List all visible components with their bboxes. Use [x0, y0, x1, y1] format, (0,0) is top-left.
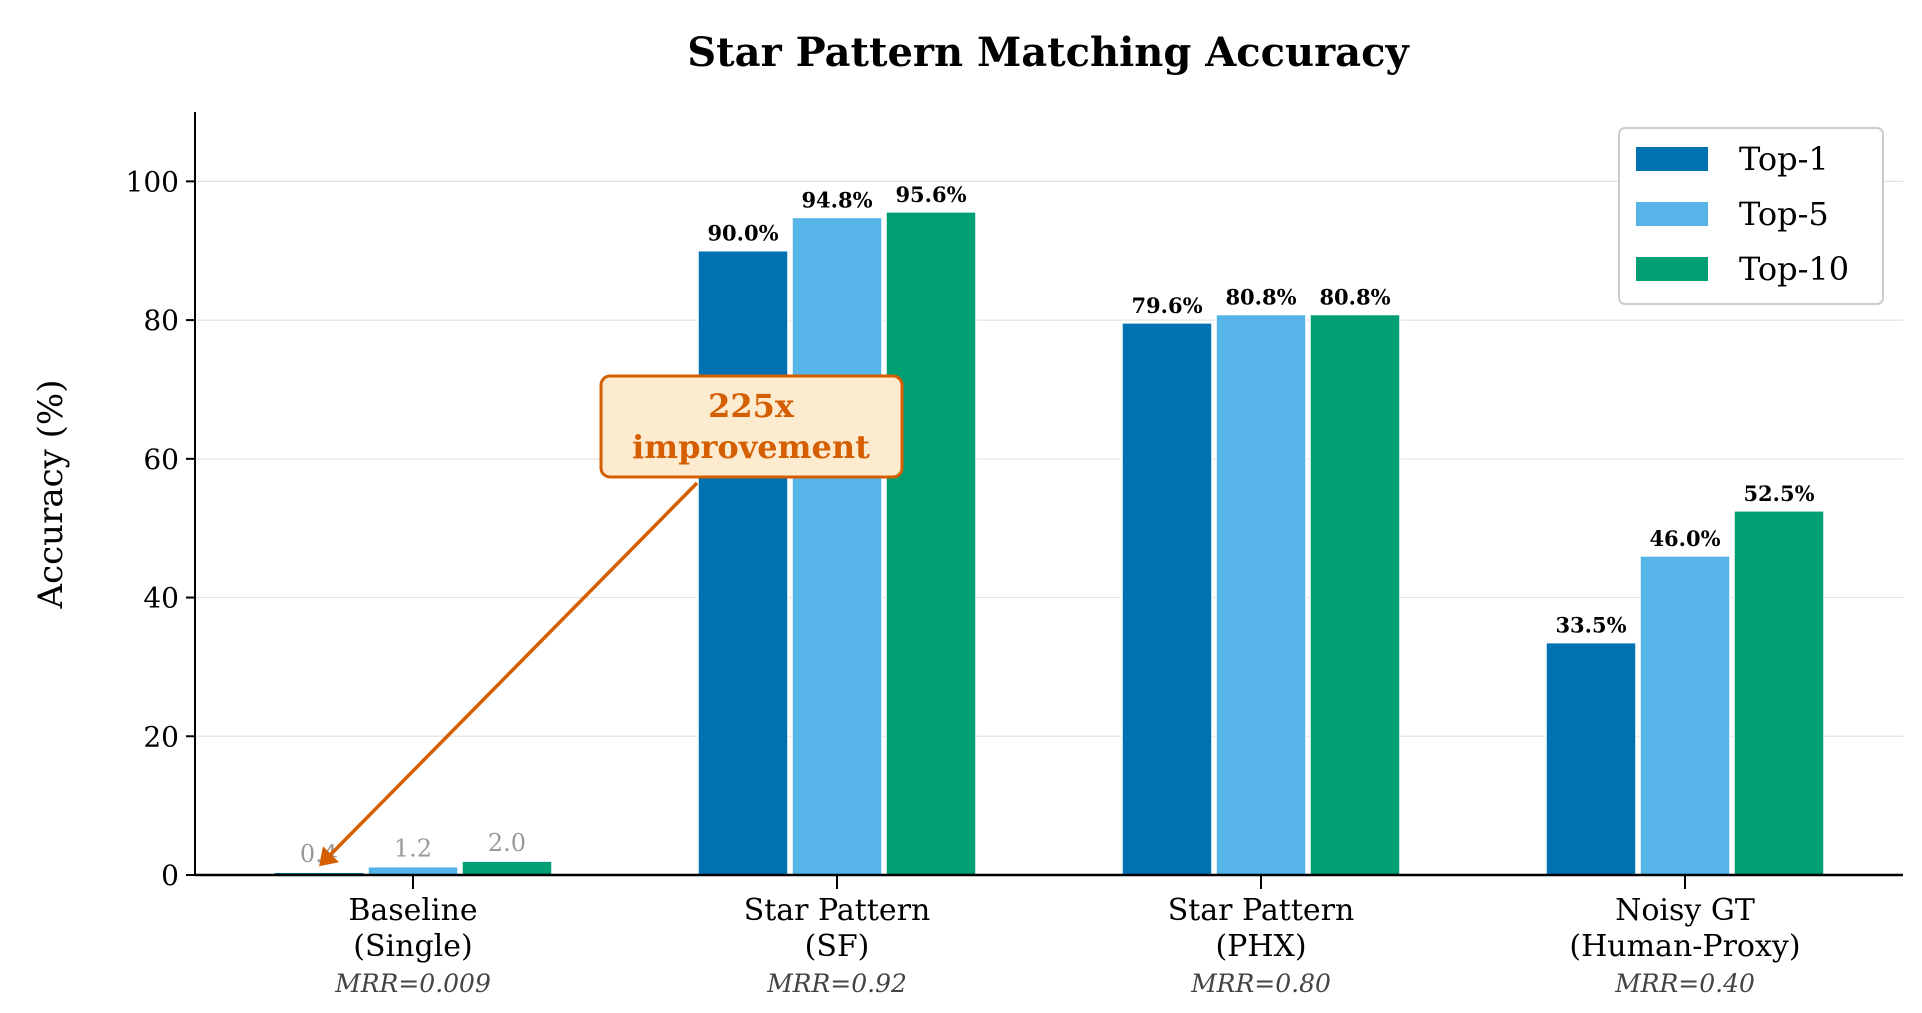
bar-value-label: 33.5%: [1555, 613, 1626, 638]
y-tick-label: 60: [143, 443, 179, 476]
annotation-text-line1: 225x: [708, 387, 795, 425]
bar-value-label: 52.5%: [1743, 481, 1814, 506]
legend-swatch: [1636, 257, 1708, 281]
x-tick-label-line1: Baseline: [348, 893, 477, 928]
bar-value-label: 94.8%: [801, 187, 872, 212]
x-tick-label-line1: Star Pattern: [744, 893, 931, 928]
x-tick-label-line2: (Human-Proxy): [1569, 929, 1800, 964]
x-tick-label-line2: (SF): [805, 929, 870, 964]
y-tick-label: 20: [143, 720, 179, 753]
x-tick-label-line1: Noisy GT: [1615, 893, 1755, 928]
arrow-head-icon: [319, 846, 339, 867]
x-tick-label-line2: (Single): [353, 929, 472, 964]
legend-label: Top-5: [1739, 195, 1829, 233]
x-tick-label-line2: (PHX): [1215, 929, 1306, 964]
bar-value-label: 80.8%: [1319, 285, 1390, 310]
bar-value-label: 95.6%: [895, 182, 966, 207]
mrr-label: MRR=0.80: [1190, 969, 1331, 998]
annotation-text-line2: improvement: [632, 428, 870, 466]
legend-label: Top-10: [1739, 250, 1849, 288]
mrr-label: MRR=0.009: [334, 969, 491, 998]
bar-top-10: [1733, 510, 1825, 876]
legend-swatch: [1636, 147, 1708, 171]
bar-value-label: 46.0%: [1649, 526, 1720, 551]
bar-value-label: 90.0%: [707, 221, 778, 246]
y-tick-label: 40: [143, 582, 179, 615]
bar-top-1: [697, 249, 789, 876]
bar-top-1: [1121, 322, 1213, 876]
bar-value-label: 80.8%: [1225, 285, 1296, 310]
bar-top-10: [461, 860, 553, 876]
bar-value-label: 1.2: [394, 835, 432, 863]
bar-top-10: [885, 211, 977, 876]
y-tick-label: 80: [143, 304, 179, 337]
legend-label: Top-1: [1739, 140, 1829, 178]
bar-top-5: [1639, 555, 1731, 876]
legend-swatch: [1636, 202, 1708, 226]
bar-value-label: 2.0: [488, 829, 526, 857]
bar-top-5: [1215, 313, 1307, 876]
mrr-label: MRR=0.92: [766, 969, 907, 998]
bar-value-label: 79.6%: [1131, 293, 1202, 318]
y-axis-label: Accuracy (%): [31, 380, 71, 610]
bar-top-1: [1545, 641, 1637, 876]
chart-title: Star Pattern Matching Accuracy: [687, 29, 1410, 76]
annotation-arrow: [323, 481, 699, 862]
x-tick-label-line1: Star Pattern: [1168, 893, 1355, 928]
bar-top-10: [1309, 313, 1401, 876]
y-tick-label: 100: [126, 165, 179, 198]
bar-top-5: [791, 216, 883, 876]
annotation-box: [599, 374, 904, 479]
y-tick-label: 0: [161, 859, 179, 892]
mrr-label: MRR=0.40: [1614, 969, 1755, 998]
